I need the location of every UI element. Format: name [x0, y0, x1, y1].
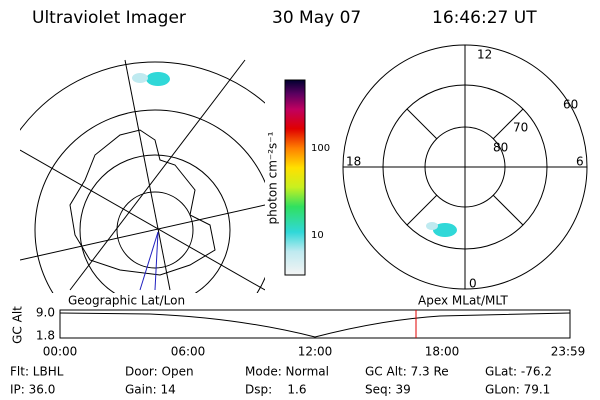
polar-plot: [342, 44, 588, 290]
status-field: Door: Open: [125, 365, 194, 379]
geographic-map: [20, 59, 265, 293]
status-field: GC Alt: 7.3 Re: [365, 365, 449, 379]
status-field: GLat: -76.2: [485, 365, 552, 379]
timeline-frame: [59, 309, 571, 339]
lat-label: 60: [563, 98, 578, 112]
status-field: Seq: 39: [365, 383, 411, 397]
status-field: Dsp: 1.6: [245, 383, 307, 397]
x-label: 23:59: [551, 345, 586, 359]
title: Ultraviolet Imager: [32, 8, 186, 28]
lat-label: 80: [493, 141, 508, 155]
status-field: IP: 36.0: [10, 383, 55, 397]
altitude-curve: [59, 312, 571, 338]
mlt-label: 18: [346, 155, 361, 169]
timeline-title: Apex MLat/MLT: [418, 294, 508, 308]
timeline-title: Geographic Lat/Lon: [68, 294, 185, 308]
colorbar-tick: 10: [311, 230, 324, 241]
y-label: 1.8: [36, 329, 55, 343]
x-label: 18:00: [425, 345, 460, 359]
footer: Flt: LBHL Door: Open Mode: Normal GC Alt: 7…: [10, 365, 552, 397]
mlt-label: 12: [477, 48, 492, 62]
colorbar-label: photon cm⁻²s⁻¹: [266, 131, 280, 224]
time: 16:46:27 UT: [432, 8, 537, 28]
y-axis-label: GC Alt: [11, 306, 25, 344]
status-field: Flt: LBHL: [10, 365, 64, 379]
status-field: GLon: 79.1: [485, 383, 550, 397]
y-label: 9.0: [36, 306, 55, 320]
status-field: Gain: 14: [125, 383, 176, 397]
colorbar: [284, 79, 306, 276]
x-label: 06:00: [171, 345, 206, 359]
date: 30 May 07: [272, 8, 361, 28]
lat-label: 70: [513, 121, 528, 135]
status-field: Mode: Normal: [245, 365, 329, 379]
x-label: 12:00: [298, 345, 333, 359]
x-label: 00:00: [43, 345, 78, 359]
mlt-label: 6: [576, 155, 584, 169]
colorbar-tick: 100: [311, 143, 330, 154]
mlt-label: 0: [469, 277, 477, 291]
